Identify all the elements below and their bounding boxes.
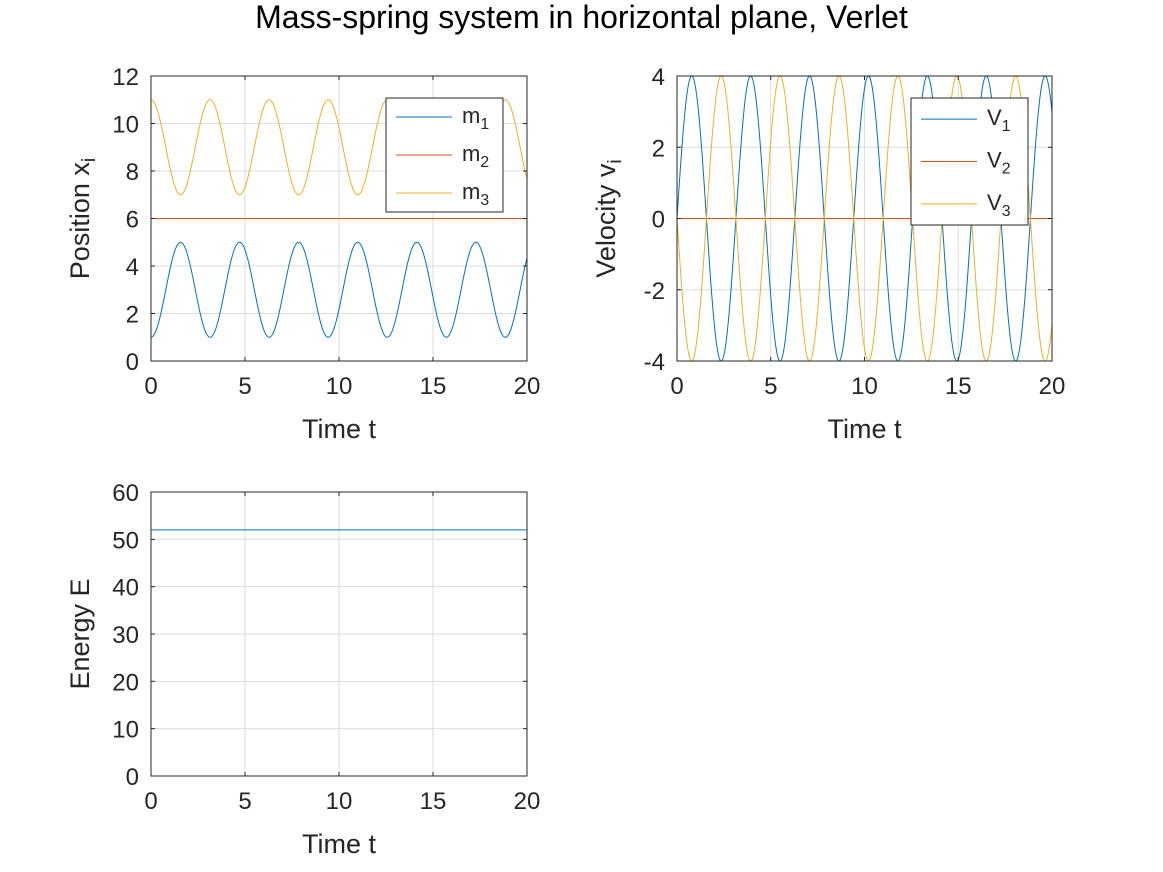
legend: m1 m2 m3 <box>385 97 504 213</box>
subplot-2: 0 5 10 15 20 -4 -2 0 2 4 Time t Velocity vi V1 V2 V3 <box>591 64 1065 444</box>
legend-label-3: m3 <box>462 179 489 209</box>
legend-label-3: V3 <box>987 190 1011 220</box>
x-tick-label: 10 <box>326 788 353 815</box>
x-tick-label: 15 <box>420 373 447 400</box>
y-tick-label: 2 <box>652 135 665 162</box>
y-tick-label: -4 <box>644 349 665 376</box>
y-tick-label: 0 <box>126 764 139 791</box>
y-tick-label: -2 <box>644 278 665 305</box>
x-tick-label: 0 <box>670 373 683 400</box>
x-tick-label: 20 <box>514 373 541 400</box>
x-tick-label: 5 <box>764 373 777 400</box>
x-tick-label: 15 <box>945 373 972 400</box>
y-tick-label: 50 <box>112 527 139 554</box>
series-line-3 <box>677 76 1052 361</box>
y-tick-label: 60 <box>112 480 139 507</box>
y-tick-label: 0 <box>652 207 665 234</box>
subplot-1: 0 5 10 15 20 0 2 4 6 8 10 12 Time t Position xi m1 m2 m3 <box>65 64 540 444</box>
x-tick-label: 20 <box>1039 373 1066 400</box>
y-tick-label: 6 <box>126 207 139 234</box>
y-tick-label: 8 <box>126 159 139 186</box>
x-tick-label: 10 <box>851 373 878 400</box>
y-tick-label: 30 <box>112 622 139 649</box>
x-axis-label: Time t <box>302 829 376 859</box>
x-tick-label: 20 <box>514 788 541 815</box>
y-tick-label: 10 <box>112 112 139 139</box>
y-axis-label: Energy E <box>65 578 95 689</box>
x-tick-label: 10 <box>326 373 353 400</box>
x-axis-label: Time t <box>302 414 376 444</box>
x-tick-label: 5 <box>238 788 251 815</box>
figure-title: Mass-spring system in horizontal plane, … <box>255 0 908 35</box>
y-tick-label: 4 <box>126 254 139 281</box>
y-tick-label: 20 <box>112 669 139 696</box>
y-tick-label: 4 <box>652 64 665 91</box>
series-line-1 <box>677 76 1052 361</box>
legend-label-2: m2 <box>462 141 489 171</box>
y-tick-label: 2 <box>126 302 139 329</box>
subplot-3: 0 5 10 15 20 0 10 20 30 40 50 60 Time t Energy E <box>65 480 540 859</box>
x-tick-label: 5 <box>238 373 251 400</box>
x-tick-label: 0 <box>144 373 157 400</box>
y-axis-label: Position xi <box>65 158 100 279</box>
y-axis-label: Velocity vi <box>591 159 626 277</box>
x-axis-label: Time t <box>828 414 902 444</box>
legend-label-1: V1 <box>987 105 1011 135</box>
series-line-1 <box>151 241 527 338</box>
y-tick-label: 10 <box>112 717 139 744</box>
y-tick-label: 40 <box>112 575 139 602</box>
legend: V1 V2 V3 <box>910 97 1029 226</box>
y-tick-label: 0 <box>126 349 139 376</box>
legend-label-2: V2 <box>987 148 1011 178</box>
x-tick-label: 0 <box>144 788 157 815</box>
x-tick-label: 15 <box>420 788 447 815</box>
legend-label-1: m1 <box>462 103 489 133</box>
y-tick-label: 12 <box>112 64 139 91</box>
